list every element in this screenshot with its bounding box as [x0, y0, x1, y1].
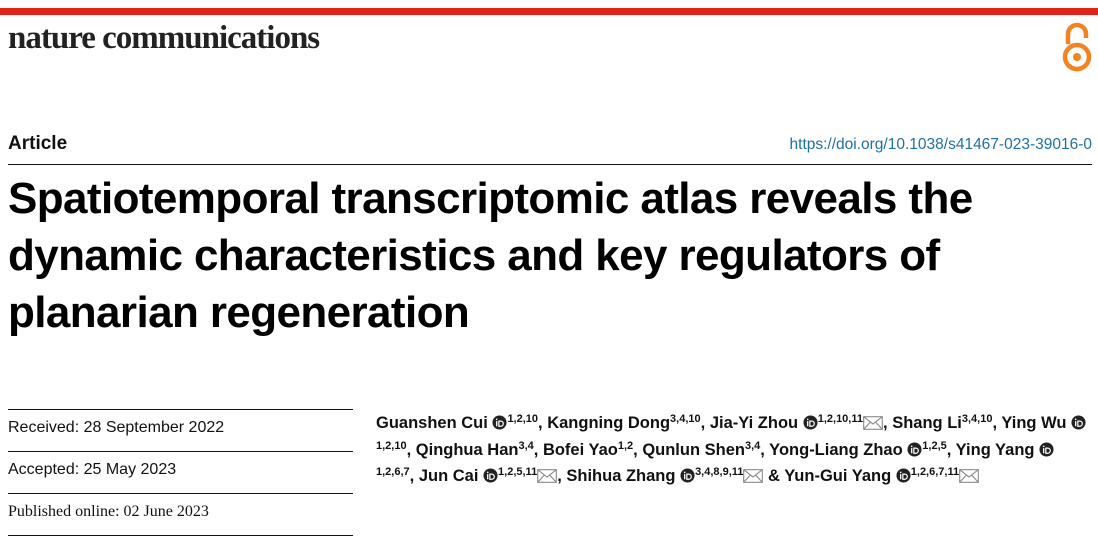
email-icon[interactable]: [959, 469, 979, 483]
orcid-icon[interactable]: [680, 468, 695, 483]
email-icon[interactable]: [537, 469, 558, 483]
separator: ,: [633, 440, 638, 459]
affiliations: 1,2,5,11: [498, 466, 538, 478]
author-name: Shang Li: [892, 414, 962, 432]
author-name: Kangning Dong: [547, 414, 671, 432]
article-type: Article: [8, 133, 68, 154]
author: Bofei Yao1,2,: [542, 439, 638, 459]
separator: ,: [406, 440, 412, 459]
email-icon[interactable]: [743, 469, 764, 483]
author: Guanshen Cui 1,2,10,: [376, 413, 543, 433]
orcid-icon[interactable]: [1039, 441, 1054, 457]
author-name: Qunlun Shen: [642, 440, 745, 459]
separator: ,: [538, 414, 543, 432]
article-title: Spatiotemporal transcriptomic atlas reve…: [8, 174, 973, 337]
separator: ,: [700, 414, 706, 432]
separator: ,: [992, 414, 998, 432]
affiliations: 1,2,10,11: [817, 413, 863, 425]
top-bar: [0, 8, 1098, 15]
orcid-icon[interactable]: [483, 468, 498, 483]
email-icon[interactable]: [863, 416, 883, 430]
separator: ,: [409, 467, 415, 485]
author: Qunlun Shen3,4,: [642, 439, 765, 459]
separator: ,: [946, 440, 952, 459]
orcid-icon[interactable]: [803, 415, 818, 430]
separator: ,: [760, 440, 765, 459]
affiliations: 3,4: [518, 439, 534, 452]
author-name: Ying Wu: [1001, 414, 1067, 432]
conjunction: &: [767, 467, 780, 485]
affiliations: 1,2,10: [507, 413, 539, 425]
divider: [8, 164, 1092, 165]
doi-link[interactable]: https://doi.org/10.1038/s41467-023-39016…: [789, 136, 1092, 153]
affiliations: 3,4,10: [670, 413, 701, 425]
date: Accepted: 25 May 2023: [8, 451, 353, 493]
author-name: Jia-Yi Zhou: [709, 414, 799, 432]
author: Shihua Zhang 3,4,8,9,11: [566, 466, 764, 485]
orcid-icon[interactable]: [1071, 415, 1086, 430]
author: Jun Cai 1,2,5,11,: [418, 466, 562, 486]
affiliations: 1,2,6,7,11: [910, 466, 960, 478]
date: Published online: 02 June 2023: [8, 493, 353, 536]
author: Yong-Liang Zhao 1,2,5,: [769, 439, 952, 459]
affiliations: 1,2: [617, 439, 634, 452]
affiliations: 1,2,10: [376, 439, 407, 452]
dates: Received: 28 September 2022 Accepted: 25 …: [8, 409, 353, 536]
author: Ying Wu 1,2,10,: [376, 414, 1086, 459]
affiliations: 1,2,5: [922, 439, 947, 452]
author: Ying Yang 1,2,6,7,: [376, 440, 1054, 485]
journal-name[interactable]: nature communications: [8, 20, 320, 56]
separator: ,: [557, 467, 562, 485]
author-list: Guanshen Cui 1,2,10, Kangning Dong3,4,10…: [376, 410, 1091, 490]
separator: ,: [883, 414, 888, 432]
author-name: Ying Yang: [955, 440, 1035, 459]
open-access-icon: [1062, 22, 1092, 72]
affiliations: 3,4,10: [961, 413, 993, 425]
author-name: Shihua Zhang: [566, 467, 676, 485]
author: Jia-Yi Zhou 1,2,10,11,: [709, 413, 888, 433]
orcid-icon[interactable]: [907, 441, 922, 457]
date: Received: 28 September 2022: [8, 409, 353, 451]
author-name: Jun Cai: [418, 467, 479, 485]
author: Yun-Gui Yang 1,2,6,7,11: [784, 467, 979, 485]
author-name: Yun-Gui Yang: [784, 467, 892, 485]
author: Shang Li3,4,10,: [892, 413, 998, 433]
author-name: Qinghua Han: [415, 440, 519, 459]
author-name: Bofei Yao: [542, 440, 618, 459]
author: Kangning Dong3,4,10,: [547, 413, 706, 433]
separator: ,: [533, 440, 539, 459]
author-name: Guanshen Cui: [376, 414, 488, 432]
author: Qinghua Han3,4,: [415, 439, 539, 459]
orcid-icon[interactable]: [896, 468, 911, 483]
affiliations: 3,4: [744, 439, 761, 452]
author-name: Yong-Liang Zhao: [769, 440, 903, 459]
orcid-icon[interactable]: [492, 415, 507, 430]
affiliations: 3,4,8,9,11: [695, 466, 744, 478]
affiliations: 1,2,6,7: [376, 466, 410, 478]
